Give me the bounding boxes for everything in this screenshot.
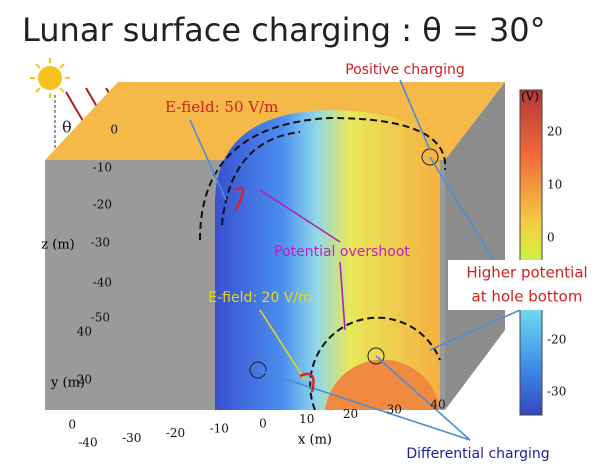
colorbar-unit: (V) (521, 90, 539, 104)
z-tick-label: -40 (93, 276, 112, 290)
annotation: Positive charging (345, 62, 465, 78)
colorbar-tick-label: 20 (547, 125, 562, 139)
z-tick-label: -10 (93, 161, 112, 175)
annotation: Higher potential (466, 264, 587, 282)
sun (30, 58, 70, 98)
annotation: E-field: 50 V/m (165, 98, 278, 116)
z-tick-label: -30 (91, 236, 110, 250)
x-tick-label: 30 (387, 402, 402, 416)
z-tick-label: -50 (91, 311, 110, 325)
y-tick-label: 20 (77, 373, 92, 387)
z-tick-label: 0 (110, 123, 118, 137)
colorbar-tick-label: -20 (547, 333, 566, 347)
x-tick-label: 40 (430, 398, 445, 412)
x-tick-label: -30 (122, 431, 141, 445)
z-tick-label: -20 (93, 198, 112, 212)
annotation: Potential overshoot (274, 244, 410, 260)
x-axis-label: x (m) (298, 433, 332, 448)
x-tick-label: 20 (343, 407, 358, 421)
annotation: Differential charging (406, 446, 549, 462)
figure: Lunar surface charging : θ = 30° θ (0, 0, 608, 464)
x-tick-label: 0 (259, 417, 267, 431)
colorbar-tick-label: 10 (547, 178, 562, 192)
x-tick-label: 10 (299, 412, 314, 426)
annotation: at hole bottom (472, 288, 583, 306)
title: Lunar surface charging : θ = 30° (22, 11, 546, 49)
x-tick-label: -20 (166, 426, 185, 440)
annotation: E-field: 20 V/m (208, 290, 311, 306)
colorbar (520, 90, 542, 415)
y-tick-label: 0 (68, 418, 76, 432)
y-tick-label: 40 (77, 325, 92, 339)
x-tick-label: -10 (210, 421, 229, 435)
x-tick-label: -40 (78, 436, 97, 450)
colorbar-tick-label: 0 (547, 231, 555, 245)
colorbar-tick-label: -30 (547, 385, 566, 399)
z-axis-label: z (m) (41, 238, 74, 253)
